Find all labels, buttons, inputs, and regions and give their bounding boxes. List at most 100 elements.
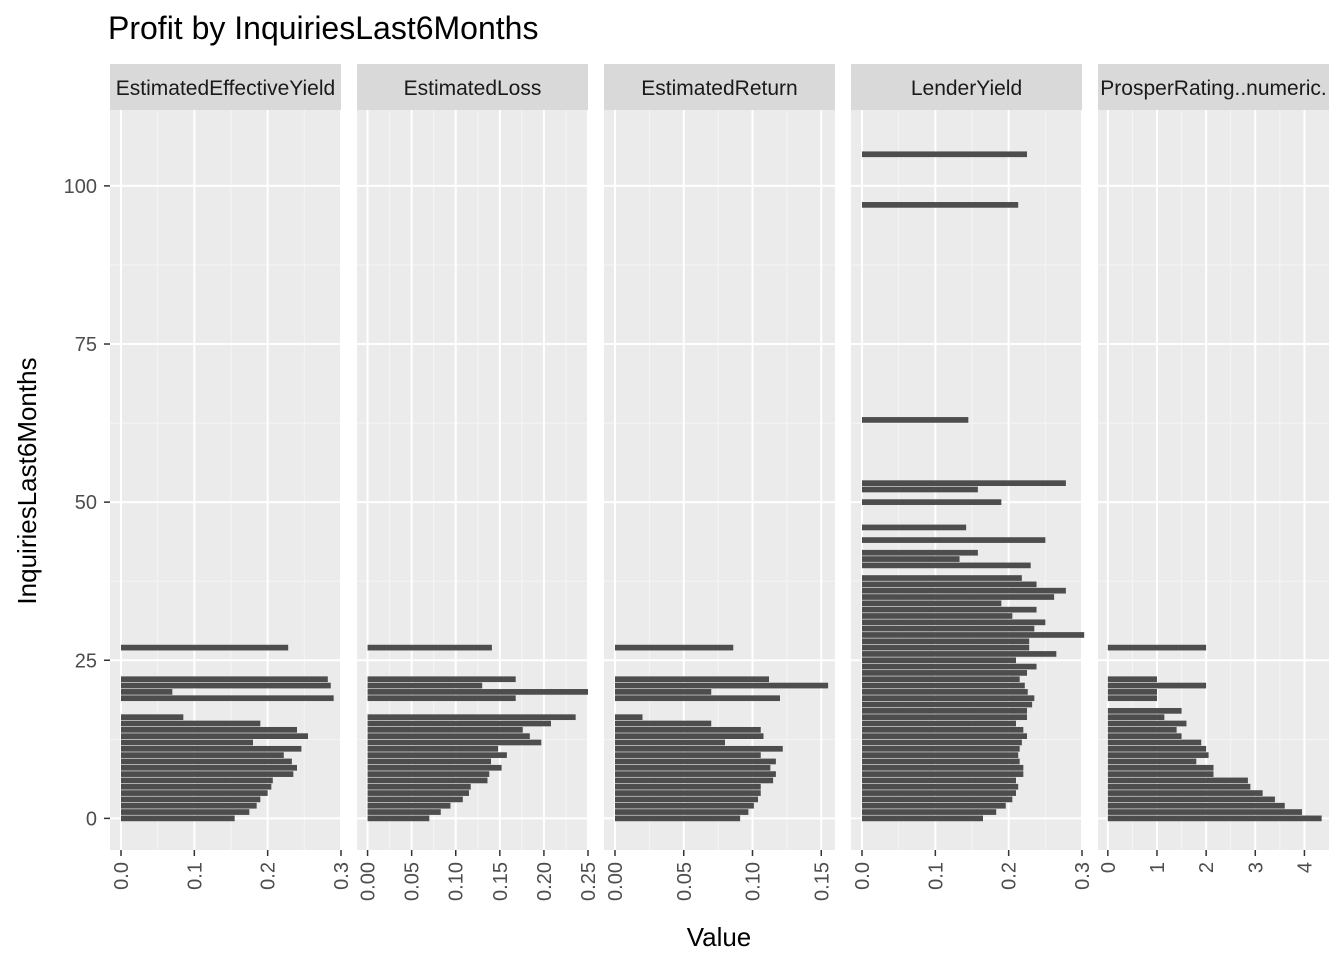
bar <box>862 575 1022 581</box>
bar <box>121 676 328 683</box>
bar <box>1107 758 1197 765</box>
bar <box>1107 790 1263 796</box>
bar <box>615 777 774 784</box>
bar <box>367 695 516 702</box>
facet-panel-background <box>604 110 835 850</box>
facet-strip <box>357 64 588 110</box>
bar <box>367 676 516 683</box>
bar <box>862 613 1013 619</box>
bar <box>367 739 542 746</box>
y-tick-label: 100 <box>64 176 97 198</box>
bar <box>862 790 1016 796</box>
bar <box>615 771 776 777</box>
x-tick-label: 0.3 <box>331 862 353 890</box>
bar <box>862 802 1006 809</box>
bar <box>615 733 764 739</box>
bar <box>367 809 441 815</box>
bar <box>367 758 492 765</box>
facet-strip <box>851 64 1082 110</box>
bar <box>121 777 273 784</box>
bar <box>862 745 1020 752</box>
bar <box>367 689 588 695</box>
bar <box>862 663 1037 670</box>
bar <box>862 625 1035 632</box>
facet-strip-label: EstimatedEffectiveYield <box>116 77 335 100</box>
facet-strip <box>110 64 341 110</box>
bar <box>862 644 1030 651</box>
chart-title: Profit by InquiriesLast6Months <box>108 10 538 46</box>
bar <box>862 777 1016 784</box>
x-tick-label: 0.0 <box>111 862 133 890</box>
bar <box>367 764 502 771</box>
bar <box>121 809 250 815</box>
bar <box>1107 745 1207 752</box>
bar <box>862 606 1037 613</box>
facet-strip-label: ProsperRating..numeric. <box>1100 77 1326 100</box>
bar <box>862 739 1022 746</box>
bar <box>367 796 463 803</box>
bar <box>121 758 292 765</box>
x-tick-label: 0.1 <box>925 862 947 890</box>
bar <box>1107 802 1285 809</box>
bar <box>121 783 272 790</box>
bar <box>121 714 184 721</box>
bar <box>1107 726 1177 733</box>
bar <box>121 764 297 771</box>
bar <box>862 720 1016 727</box>
bar <box>862 151 1027 158</box>
bar <box>862 524 967 531</box>
bar <box>862 783 1019 790</box>
bar <box>862 486 978 493</box>
x-tick-label: 0.05 <box>674 862 696 901</box>
bar <box>121 752 284 758</box>
bar <box>862 556 960 562</box>
x-tick-label: 2 <box>1196 862 1218 873</box>
x-tick-label: 0.15 <box>811 862 833 901</box>
bar <box>121 733 308 739</box>
bar <box>1107 733 1182 739</box>
facet-strip-label: EstimatedReturn <box>641 77 797 100</box>
bar <box>121 682 331 689</box>
bar <box>367 682 483 689</box>
bar <box>862 202 1019 208</box>
bar <box>862 695 1035 702</box>
bar <box>1107 764 1214 771</box>
bar <box>1107 689 1157 695</box>
bar <box>121 745 302 752</box>
bar <box>367 720 551 727</box>
bar <box>367 777 488 784</box>
facet-panel: EstimatedEffectiveYield 0.0 0.1 0.2 0.3 <box>110 64 353 890</box>
bar <box>1107 676 1157 683</box>
facet-panel-background <box>357 110 588 850</box>
bar <box>1107 771 1214 777</box>
bar <box>367 726 523 733</box>
bar <box>1107 708 1182 714</box>
y-axis-title: InquiriesLast6Months <box>12 357 42 604</box>
bar <box>367 745 499 752</box>
bar <box>862 682 1025 689</box>
x-tick-label: 0.10 <box>743 862 765 901</box>
x-tick-label: 0.0 <box>852 862 874 890</box>
x-tick-label: 0.10 <box>446 862 468 901</box>
facet-panel: LenderYield 0.0 0.1 0.2 0.3 <box>851 64 1094 890</box>
bar <box>862 689 1028 695</box>
bar <box>367 790 469 796</box>
bar <box>1107 695 1157 702</box>
bar <box>862 771 1024 777</box>
bar <box>862 758 1020 765</box>
bar <box>862 537 1046 543</box>
x-axis-title: Value <box>687 922 752 952</box>
bar <box>367 644 492 651</box>
facet-panel: EstimatedReturn 0.00 0.05 0.10 0.15 <box>604 64 835 901</box>
bar <box>121 644 289 651</box>
bar <box>121 720 261 727</box>
bar <box>367 771 490 777</box>
facet-panel: ProsperRating..numeric. 0 1 2 3 4 <box>1098 64 1329 873</box>
facet-panel: EstimatedLoss 0.00 0.05 0.10 0.15 0.20 0.25 <box>357 64 600 901</box>
bar <box>862 670 1027 676</box>
bar <box>1107 739 1202 746</box>
bar <box>615 695 780 702</box>
bar <box>862 796 1013 803</box>
bar <box>615 682 829 689</box>
